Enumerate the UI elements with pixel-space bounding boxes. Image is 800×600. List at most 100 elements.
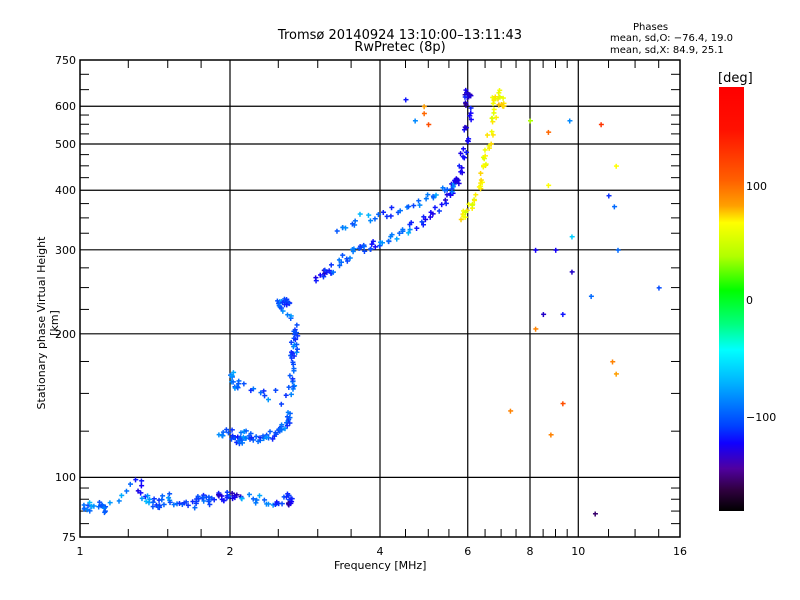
data-point: [237, 441, 243, 447]
data-point: [478, 183, 484, 189]
data-point: [334, 228, 340, 234]
data-point: [286, 493, 292, 499]
data-point: [606, 193, 612, 199]
data-point: [232, 495, 238, 501]
data-point: [328, 270, 334, 276]
data-point: [294, 330, 300, 336]
data-point: [322, 267, 328, 273]
data-point: [287, 420, 293, 426]
data-point: [463, 209, 469, 215]
data-point: [240, 440, 246, 446]
data-point: [462, 214, 468, 220]
data-point: [460, 213, 466, 219]
data-point: [181, 500, 187, 506]
data-point: [326, 268, 332, 274]
data-point: [220, 429, 226, 435]
stats-o-value: −76.4, 19.0: [673, 33, 733, 44]
colorbar-tick: 100: [746, 180, 767, 193]
data-point: [230, 433, 236, 439]
data-point: [87, 500, 93, 506]
data-point: [501, 103, 507, 109]
data-point: [267, 429, 273, 435]
data-point: [294, 350, 300, 356]
data-point: [486, 145, 492, 151]
data-point: [528, 118, 533, 124]
y-tick-label: 200: [55, 327, 76, 341]
data-point: [241, 434, 247, 440]
data-point: [490, 95, 496, 101]
x-tick-label: 6: [464, 545, 472, 558]
data-point: [428, 214, 434, 220]
data-point: [419, 219, 425, 225]
data-point: [433, 192, 439, 198]
data-point: [469, 202, 475, 208]
data-point: [226, 494, 232, 500]
data-point: [377, 243, 383, 249]
y-tick-label: 300: [55, 243, 76, 257]
data-point: [389, 205, 395, 211]
data-point: [468, 93, 474, 99]
data-point: [247, 436, 253, 442]
data-point: [239, 496, 245, 502]
data-point: [255, 439, 261, 445]
data-point: [234, 440, 240, 446]
data-point: [361, 244, 367, 250]
data-point: [285, 312, 291, 318]
data-point: [478, 177, 484, 183]
data-point: [224, 489, 230, 495]
data-point: [366, 212, 372, 218]
data-point: [465, 91, 471, 97]
data-point: [490, 132, 496, 138]
y-tick-label: 600: [55, 100, 76, 114]
data-point: [201, 495, 207, 501]
data-point: [368, 246, 374, 252]
data-point: [463, 87, 469, 93]
colorbar-tick: −100: [746, 411, 777, 424]
data-point: [553, 247, 559, 253]
data-point: [289, 499, 295, 505]
data-point: [201, 498, 207, 504]
data-point: [356, 245, 362, 251]
data-point: [224, 427, 230, 433]
data-point: [397, 208, 403, 214]
data-point: [430, 193, 436, 199]
data-point: [450, 184, 456, 190]
data-point: [280, 300, 286, 306]
data-point: [292, 332, 298, 338]
data-point: [262, 497, 268, 503]
stats-o-label: mean, sd,O:: [610, 33, 671, 44]
data-point: [285, 491, 291, 497]
data-point: [284, 494, 290, 500]
data-point: [288, 496, 294, 502]
data-point: [273, 501, 279, 507]
data-point: [236, 378, 242, 384]
data-point: [258, 390, 264, 396]
data-point: [190, 499, 196, 505]
data-point: [489, 129, 495, 135]
data-point: [194, 496, 200, 502]
data-point: [339, 259, 345, 265]
data-point: [489, 115, 495, 121]
data-point: [466, 136, 472, 142]
data-point: [294, 322, 300, 328]
data-point: [612, 204, 618, 210]
data-point: [567, 118, 573, 124]
data-point: [232, 435, 238, 441]
data-point: [491, 110, 497, 116]
data-point: [291, 344, 297, 350]
data-point: [423, 217, 429, 223]
data-point: [226, 430, 232, 436]
data-point: [347, 255, 353, 261]
data-point: [219, 493, 225, 499]
data-point: [224, 495, 230, 501]
data-point: [261, 388, 267, 394]
data-point: [483, 161, 489, 167]
data-point: [388, 234, 394, 240]
data-point: [282, 426, 288, 432]
data-point: [260, 433, 266, 439]
data-point: [482, 153, 488, 159]
data-points: [81, 87, 662, 517]
data-point: [81, 506, 87, 512]
data-point: [183, 499, 189, 505]
